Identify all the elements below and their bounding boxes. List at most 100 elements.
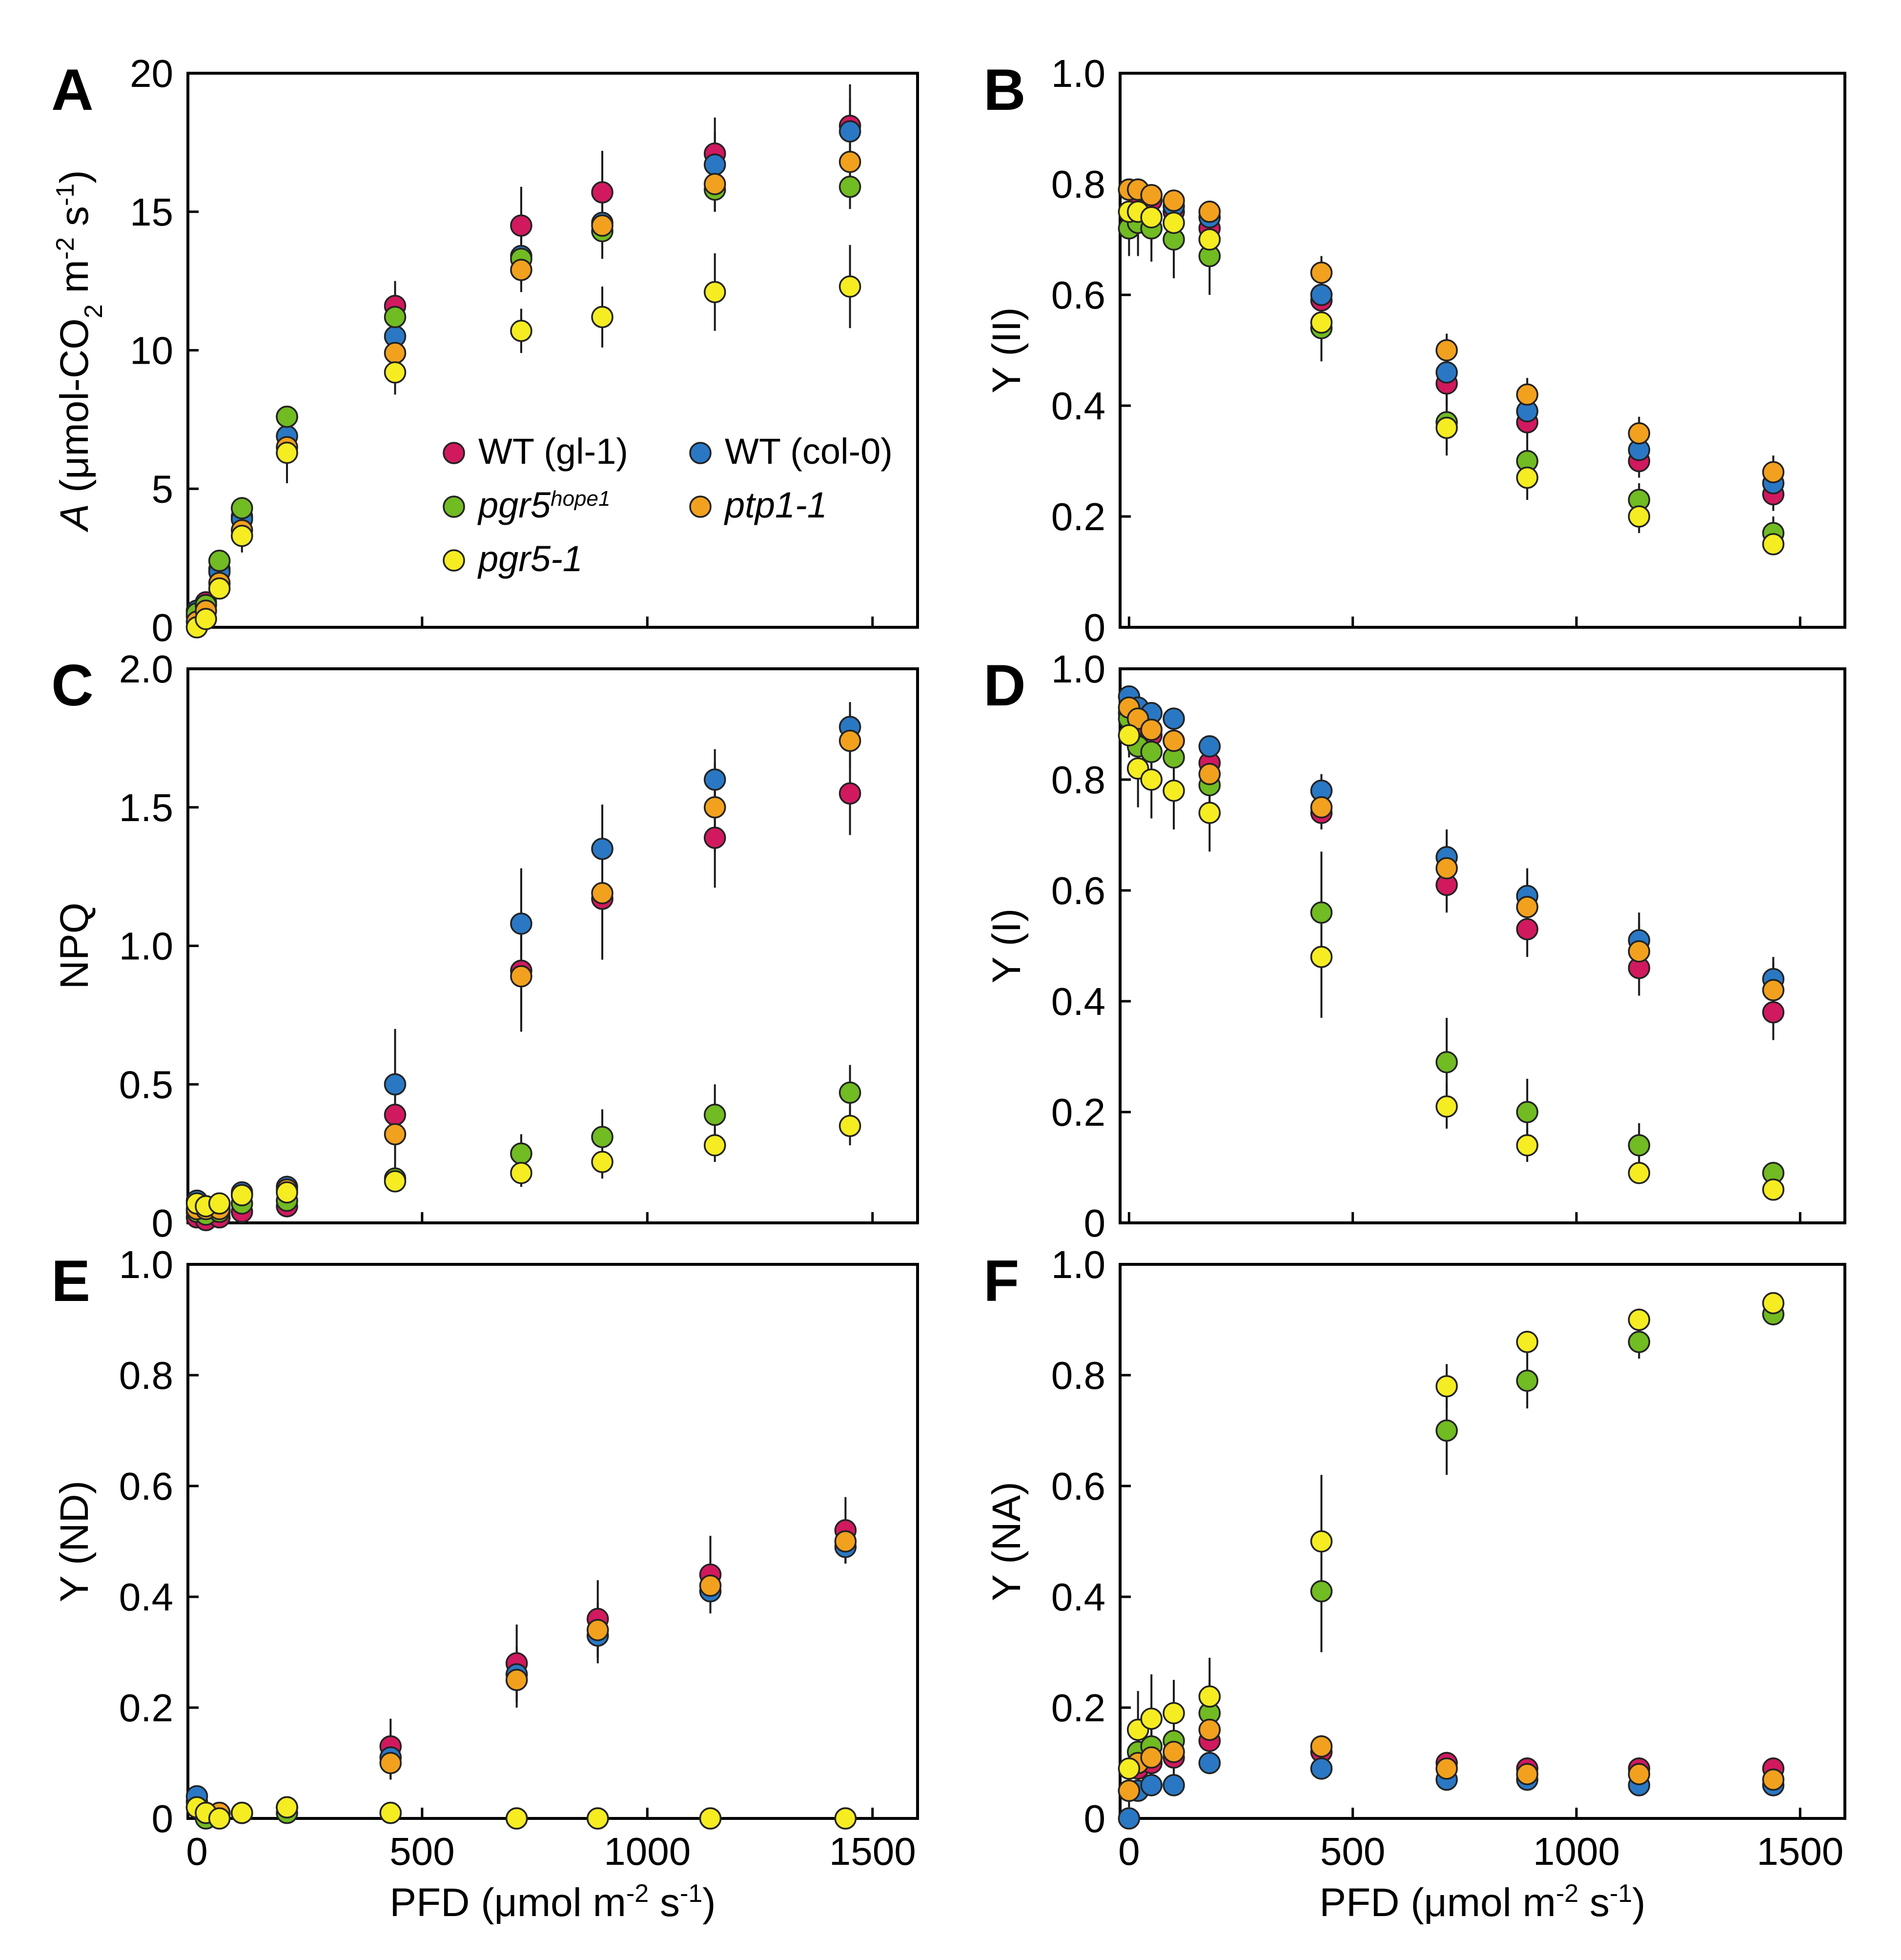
y-label-sup: -1 [51, 184, 80, 206]
data-point [591, 1126, 613, 1148]
y-tick-label: 0.6 [1051, 273, 1105, 317]
y-tick-label: 1.5 [119, 786, 173, 829]
data-series-group [185, 84, 861, 639]
series-wt-col0 [1128, 685, 1775, 1001]
data-point [1628, 1308, 1651, 1331]
data-point [1310, 946, 1333, 968]
panel-e: E 0 0.2 0.4 0.6 0.8 1.0 0 500 1000 1500 PFD (μmol m… [51, 1243, 919, 1925]
data-point [1762, 1001, 1785, 1024]
data-point [1516, 1369, 1538, 1392]
x-label-text: ) [1632, 1880, 1645, 1925]
data-point [1198, 228, 1221, 251]
data-point [505, 1807, 528, 1830]
panel-letter: C [51, 653, 94, 718]
y-tick-label: 15 [130, 190, 173, 234]
x-label-text: s [1578, 1880, 1610, 1925]
y-tick-label: 0.4 [1051, 1575, 1105, 1619]
data-point [1198, 802, 1221, 824]
y-tick-label: 0.2 [1051, 1686, 1105, 1730]
series-ptp1-1 [1128, 178, 1775, 489]
y-tick-label: 0 [152, 1797, 174, 1840]
x-axis-label: PFD (μmol m-2 s-1) [389, 1879, 715, 1925]
legend-label: WT (gl-1) [478, 431, 628, 472]
data-point [703, 768, 726, 791]
y-tick-label: 0.8 [1051, 758, 1105, 802]
data-point [591, 1151, 613, 1173]
data-point [1140, 741, 1163, 763]
data-point [384, 1123, 407, 1146]
data-series-group [1118, 1292, 1785, 1830]
data-point [1516, 896, 1538, 918]
panel-letter: A [51, 57, 94, 123]
data-point [1310, 284, 1333, 306]
legend-label: WT (col-0) [725, 431, 893, 472]
data-point [699, 1574, 722, 1597]
data-point [276, 405, 298, 428]
data-point [1435, 857, 1458, 880]
data-point [230, 497, 253, 519]
legend-item: pgr5-1 [443, 538, 583, 579]
legend-label: pgr5hope1 [477, 485, 610, 525]
y-axis-label: Y (I) [984, 908, 1029, 983]
y-tick-label: 1.0 [1051, 52, 1105, 95]
data-point [276, 1181, 298, 1204]
data-point [838, 275, 861, 298]
panel-letter: B [983, 57, 1026, 123]
data-point [1435, 1375, 1458, 1398]
data-point [1516, 918, 1538, 941]
data-point [838, 1081, 861, 1104]
data-point [838, 175, 861, 198]
markers-pgr5-1 [185, 1796, 857, 1830]
y-tick-label: 1.0 [1051, 1243, 1105, 1286]
markers-pgr5-1 [185, 275, 861, 639]
data-point [1140, 206, 1163, 228]
data-point [1628, 940, 1651, 963]
data-point [1310, 1757, 1333, 1780]
data-point [1310, 1580, 1333, 1603]
data-point [587, 1807, 609, 1830]
data-series-group [185, 702, 861, 1232]
data-point [591, 882, 613, 905]
y-tick-label: 20 [130, 52, 173, 95]
y-tick-label: 0.4 [1051, 980, 1105, 1023]
panel-letter: D [983, 653, 1026, 718]
markers-pgr5-1 [1118, 724, 1785, 1201]
series-wt-col0 [1128, 178, 1775, 500]
data-point [1435, 1757, 1458, 1780]
data-point [510, 965, 532, 988]
data-point [703, 153, 726, 176]
y-tick-label: 0 [1084, 1797, 1106, 1840]
plot-frame [1119, 72, 1846, 629]
y-tick-label: 0.8 [119, 1354, 173, 1397]
x-label-sup: -1 [1610, 1879, 1632, 1908]
legend-label: ptp1-1 [724, 485, 827, 525]
x-tick-label: 1000 [1533, 1830, 1620, 1873]
data-point [1762, 1768, 1785, 1791]
x-tick-label: 0 [186, 1830, 208, 1873]
x-label-text: PFD (μmol m [389, 1880, 626, 1925]
data-point [587, 1619, 609, 1641]
legend: WT (gl-1) WT (col-0) pgr5hope1 ptp1-1 pgr5-1 [443, 431, 893, 579]
series-pgr5-1 [1128, 1298, 1775, 1791]
data-point [703, 1103, 726, 1126]
data-series-group [1118, 685, 1785, 1201]
data-point [591, 306, 613, 329]
data-point [1140, 1746, 1163, 1769]
x-tick-label: 1000 [604, 1830, 691, 1873]
y-tick-label: 0.5 [119, 1063, 173, 1106]
y-label-text: Y (II) [984, 307, 1029, 393]
y-axis-label: Y (ND) [52, 1481, 97, 1602]
legend-label-sup: hope1 [551, 487, 610, 511]
data-point [1516, 1101, 1538, 1123]
data-point [1762, 1292, 1785, 1315]
y-tick-label: 0.8 [1051, 1354, 1105, 1397]
data-point [1310, 311, 1333, 334]
y-label-text: Y (I) [984, 908, 1029, 983]
data-point [1198, 1752, 1221, 1774]
data-point [1762, 979, 1785, 1002]
legend-marker [443, 495, 465, 518]
y-tick-label: 1.0 [119, 925, 173, 968]
x-label-sup: -2 [626, 1879, 649, 1908]
x-axis-label: PFD (μmol m-2 s-1) [1319, 1879, 1645, 1925]
